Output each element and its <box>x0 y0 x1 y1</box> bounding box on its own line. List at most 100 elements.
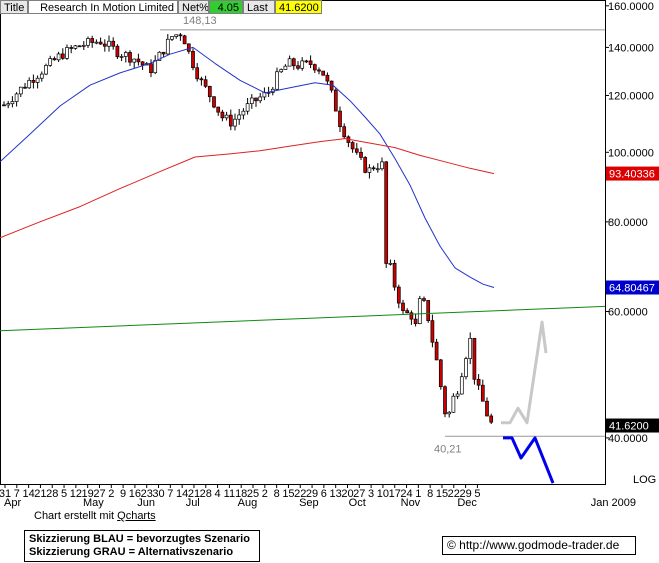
x-day-label: 2 <box>108 488 114 500</box>
candle-up <box>35 77 40 83</box>
y-tick-label: 40.0000 <box>608 433 648 445</box>
candle-down <box>401 302 405 311</box>
candle-up <box>107 40 111 47</box>
x-day-label: 14 <box>22 488 34 500</box>
candle-up <box>287 58 292 67</box>
candle-down <box>392 262 397 288</box>
scenario-gray-line <box>501 320 548 425</box>
x-month-label: Aug <box>238 497 258 509</box>
x-day-label: 21 <box>34 488 46 500</box>
candle-down <box>333 89 338 112</box>
candle-down <box>90 38 95 43</box>
candle-up <box>170 36 174 40</box>
candle-up <box>380 161 384 170</box>
candle-up <box>468 338 473 359</box>
x-day-label: 31 <box>0 488 11 500</box>
x-month-label: Dec <box>457 497 477 509</box>
credit-prefix: Chart erstellt mit <box>34 510 118 522</box>
candle-down <box>291 58 296 67</box>
candle-up <box>119 56 124 58</box>
x-month-label: Jul <box>186 497 200 509</box>
candle-down <box>220 111 225 119</box>
x-day-label: 28 <box>46 488 58 500</box>
candle-down <box>485 400 489 417</box>
netpct-value: 4.05 <box>209 0 243 14</box>
candle-down <box>338 110 342 128</box>
candle-up <box>300 60 305 69</box>
candle-up <box>18 86 23 95</box>
candle-down <box>207 85 212 98</box>
x-day-label: 6 <box>321 488 327 500</box>
x-day-label: 12 <box>70 488 82 500</box>
candle-up <box>237 114 242 120</box>
x-day-label: 23 <box>141 488 153 500</box>
y-axis: 160.0000 140.0000 120.0000 100.0000 80.0000 6… <box>605 1 656 486</box>
credit-link[interactable]: Qcharts <box>117 510 156 522</box>
candle-down <box>195 67 200 80</box>
x-day-label: 8 <box>427 488 433 500</box>
candle-down <box>384 161 389 264</box>
candle-down <box>405 310 410 314</box>
candle-up <box>157 51 162 61</box>
candle-down <box>489 415 494 423</box>
candle-down <box>23 86 27 89</box>
x-day-label: 21 <box>188 488 200 500</box>
candle-up <box>464 358 468 378</box>
price-tag-label: 41.6200 <box>609 421 649 433</box>
candle-down <box>128 52 132 63</box>
x-day-label: 24 <box>400 488 412 500</box>
chart-annotations: 148,13 40,21 93.40336 64.80467 41.6200 <box>183 15 659 455</box>
candle-down <box>178 34 183 37</box>
x-day-label: 19 <box>82 488 94 500</box>
candle-down <box>31 79 36 83</box>
candle-down <box>199 78 204 81</box>
candle-up <box>275 71 279 90</box>
candle-down <box>396 286 401 304</box>
x-day-label: 5 <box>474 488 480 500</box>
candle-down <box>161 51 166 55</box>
x-day-label: 2 <box>262 488 268 500</box>
candle-up <box>27 79 32 89</box>
candle-up <box>86 38 90 46</box>
candle-down <box>443 386 447 415</box>
title-value: Research In Motion Limited <box>28 0 178 14</box>
moving-average-red <box>0 138 495 239</box>
candle-down <box>317 69 321 72</box>
candle-down <box>350 142 355 150</box>
x-month-label: Nov <box>401 497 421 509</box>
x-month-label: Oct <box>349 497 366 509</box>
candle-down <box>254 97 258 102</box>
candle-up <box>283 65 288 70</box>
x-day-label: 27 <box>93 488 105 500</box>
candle-up <box>388 262 393 265</box>
last-label: Last <box>243 0 275 14</box>
x-month-label: Sep <box>299 497 319 509</box>
candle-down <box>430 320 435 343</box>
x-day-label: 27 <box>353 488 365 500</box>
candle-down <box>140 61 145 66</box>
candle-up <box>6 103 11 106</box>
x-month-label: Jun <box>137 497 155 509</box>
candle-up <box>73 45 78 49</box>
candle-down <box>354 148 359 153</box>
candle-up <box>245 103 250 112</box>
candle-up <box>258 96 263 102</box>
price-tag-bg <box>606 418 659 433</box>
candle-down <box>60 53 65 59</box>
x-day-label: 13 <box>330 488 342 500</box>
price-annotation: 148,13 <box>183 15 217 27</box>
x-axis: 31 7 14 21 28 5 12 19 27 2 9 16 23 30 7 14 21 28 4 11 18 25 2 8… <box>0 484 636 509</box>
candle-down <box>69 47 74 49</box>
candle-up <box>94 41 99 44</box>
candle-down <box>321 70 326 76</box>
x-day-label: 29 <box>306 488 318 500</box>
candle-up <box>459 376 464 395</box>
x-day-label: 11 <box>224 488 235 500</box>
candle-up <box>233 118 237 127</box>
candle-down <box>480 384 485 402</box>
copyright-box: © http://www.godmode-trader.de <box>442 536 636 555</box>
candle-down <box>308 60 313 65</box>
candle-down <box>312 64 317 71</box>
candle-up <box>81 44 86 47</box>
